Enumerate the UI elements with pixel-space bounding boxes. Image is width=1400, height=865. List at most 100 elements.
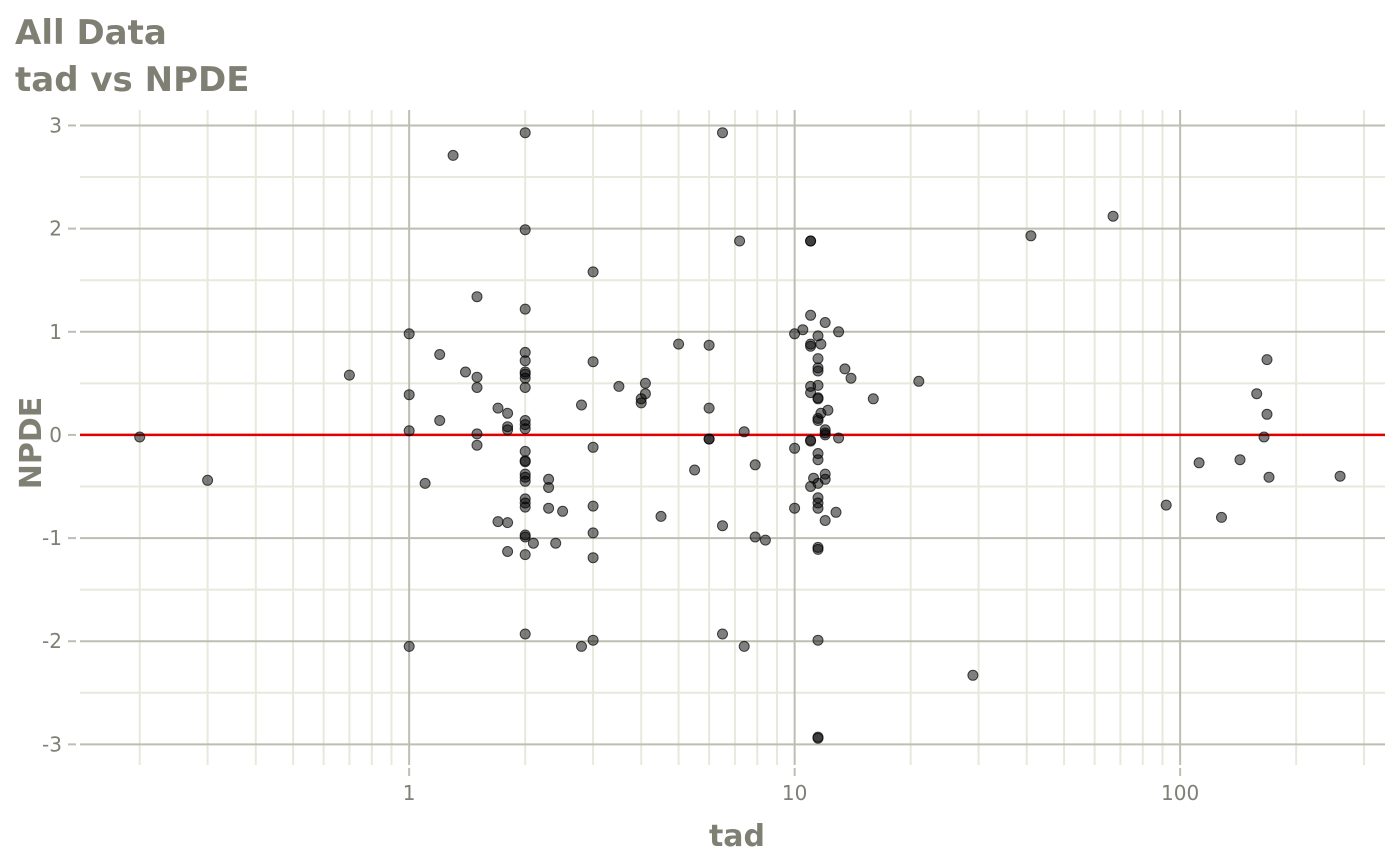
data-point bbox=[471, 291, 483, 303]
data-point bbox=[1193, 457, 1205, 469]
data-point bbox=[839, 363, 851, 375]
data-point bbox=[587, 266, 599, 278]
y-tick-label: -2 bbox=[42, 629, 62, 653]
data-point bbox=[819, 429, 831, 441]
data-point bbox=[550, 537, 562, 549]
data-point bbox=[812, 502, 824, 514]
data-point bbox=[403, 425, 415, 437]
data-point bbox=[527, 537, 539, 549]
data-point bbox=[717, 520, 728, 532]
y-tick-label: -1 bbox=[42, 526, 62, 550]
data-point bbox=[703, 402, 715, 414]
data-point bbox=[1107, 210, 1119, 222]
data-point bbox=[819, 515, 831, 526]
data-point bbox=[434, 349, 446, 360]
x-tick-label: 1 bbox=[403, 781, 416, 805]
data-point bbox=[759, 534, 771, 546]
data-point bbox=[689, 464, 701, 476]
data-point bbox=[812, 454, 824, 466]
data-point bbox=[717, 127, 728, 139]
data-point bbox=[822, 404, 834, 416]
y-tick-label: 0 bbox=[49, 423, 62, 447]
data-point bbox=[1234, 454, 1246, 466]
y-axis-ticks: -3 -2 -1 0 1 2 3 bbox=[42, 113, 76, 756]
data-point bbox=[819, 473, 831, 485]
data-point bbox=[471, 382, 483, 393]
data-point bbox=[134, 431, 146, 443]
data-point bbox=[789, 502, 801, 514]
data-point bbox=[639, 388, 651, 400]
data-point bbox=[471, 428, 483, 440]
data-point bbox=[519, 372, 531, 384]
data-point bbox=[403, 640, 415, 652]
data-point bbox=[1216, 511, 1227, 523]
data-point bbox=[812, 365, 824, 377]
data-point bbox=[519, 475, 531, 487]
data-point bbox=[1258, 431, 1270, 443]
x-tick-label: 10 bbox=[782, 781, 807, 805]
data-point bbox=[519, 382, 531, 393]
data-point bbox=[492, 402, 504, 414]
data-point bbox=[673, 338, 685, 350]
data-point bbox=[519, 531, 531, 543]
minor-gridlines bbox=[80, 110, 1385, 765]
data-point bbox=[1263, 471, 1275, 483]
data-point bbox=[738, 640, 750, 652]
data-point bbox=[519, 224, 531, 236]
x-tick-label: 100 bbox=[1161, 781, 1199, 805]
data-point bbox=[587, 356, 599, 368]
data-point bbox=[967, 669, 979, 681]
data-point bbox=[815, 338, 827, 350]
x-axis-title: tad bbox=[709, 819, 765, 854]
data-point bbox=[717, 628, 728, 640]
data-point bbox=[343, 369, 355, 381]
data-point bbox=[833, 432, 845, 444]
data-point bbox=[1025, 230, 1037, 242]
data-point bbox=[502, 517, 514, 529]
data-point bbox=[519, 303, 531, 315]
data-point bbox=[797, 324, 809, 336]
data-point bbox=[471, 439, 483, 451]
data-point bbox=[655, 510, 667, 522]
data-point bbox=[587, 634, 599, 646]
data-point bbox=[749, 459, 761, 471]
data-point bbox=[502, 424, 514, 436]
chart-subtitle: tad vs NPDE bbox=[15, 60, 250, 100]
data-point bbox=[587, 500, 599, 512]
data-point bbox=[805, 309, 817, 321]
data-point bbox=[519, 127, 531, 139]
data-point bbox=[519, 549, 531, 561]
y-tick-label: 2 bbox=[49, 217, 62, 241]
data-point bbox=[419, 477, 431, 489]
y-tick-label: 1 bbox=[49, 320, 62, 344]
data-point bbox=[812, 393, 824, 405]
data-point bbox=[738, 426, 750, 438]
data-points bbox=[134, 127, 1346, 744]
data-point bbox=[587, 527, 599, 539]
data-point bbox=[805, 235, 817, 247]
data-point bbox=[749, 531, 761, 543]
data-point bbox=[812, 543, 824, 555]
data-point bbox=[519, 445, 531, 457]
data-point bbox=[913, 375, 925, 387]
data-point bbox=[613, 380, 625, 392]
data-point bbox=[734, 235, 746, 247]
data-point bbox=[830, 506, 842, 518]
data-point bbox=[833, 326, 845, 338]
data-point bbox=[403, 328, 415, 340]
data-point bbox=[519, 423, 531, 435]
data-point bbox=[557, 505, 569, 517]
y-tick-label: -3 bbox=[42, 732, 62, 756]
data-point bbox=[1261, 408, 1273, 420]
data-point bbox=[812, 732, 824, 744]
data-point bbox=[845, 372, 857, 384]
data-point bbox=[492, 516, 504, 528]
x-axis-ticks: 1 10 100 bbox=[403, 768, 1199, 805]
y-tick-label: 3 bbox=[49, 113, 62, 137]
data-point bbox=[1261, 354, 1273, 366]
data-point bbox=[519, 501, 531, 513]
data-point bbox=[587, 552, 599, 564]
chart-title: All Data bbox=[15, 13, 167, 53]
data-point bbox=[1334, 470, 1346, 482]
data-point bbox=[789, 442, 801, 454]
